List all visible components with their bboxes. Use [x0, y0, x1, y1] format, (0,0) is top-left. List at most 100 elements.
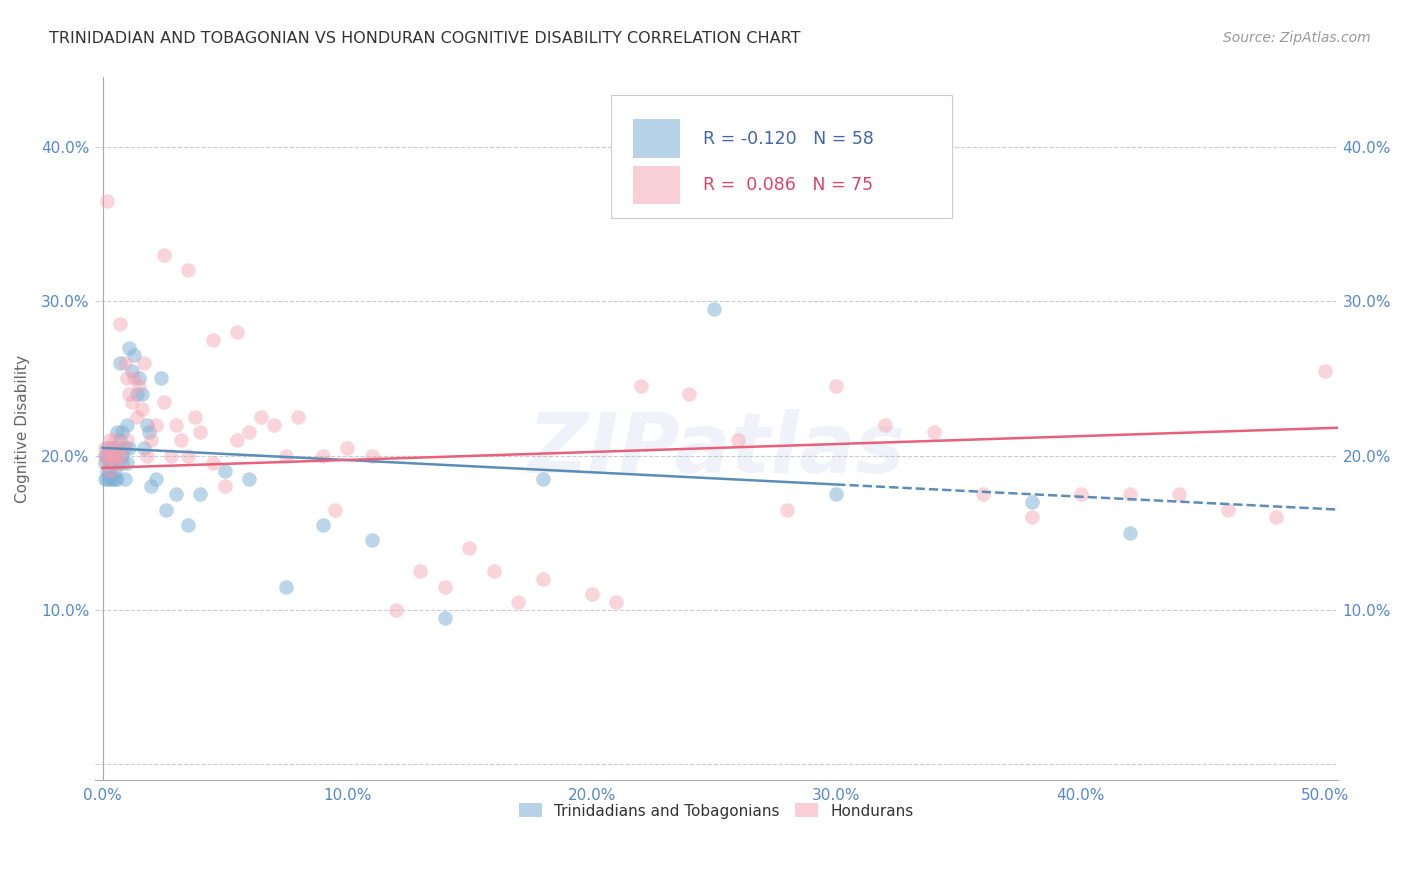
- Point: [165, 487, 187, 501]
- Point: [118, 441, 141, 455]
- Point: [360, 449, 382, 463]
- Point: [96, 194, 118, 208]
- Point: [125, 409, 148, 424]
- Point: [145, 417, 167, 432]
- Point: [1119, 525, 1142, 540]
- Text: R = -0.120   N = 58: R = -0.120 N = 58: [703, 129, 873, 147]
- Point: [433, 610, 456, 624]
- Point: [94, 449, 117, 463]
- Point: [94, 449, 117, 463]
- Point: [104, 449, 127, 463]
- Point: [226, 325, 249, 339]
- Point: [114, 356, 136, 370]
- Point: [114, 441, 136, 455]
- Point: [1216, 502, 1239, 516]
- Point: [96, 449, 118, 463]
- Point: [238, 472, 260, 486]
- Point: [105, 456, 128, 470]
- Point: [101, 441, 124, 455]
- Point: [825, 379, 848, 393]
- Point: [177, 449, 200, 463]
- Point: [875, 417, 897, 432]
- Point: [145, 472, 167, 486]
- Point: [96, 464, 118, 478]
- Point: [274, 449, 297, 463]
- Point: [152, 248, 174, 262]
- Point: [101, 441, 124, 455]
- Point: [141, 479, 163, 493]
- Point: [703, 301, 725, 316]
- Point: [1021, 495, 1043, 509]
- Point: [132, 441, 155, 455]
- Text: Source: ZipAtlas.com: Source: ZipAtlas.com: [1223, 31, 1371, 45]
- Legend: Trinidadians and Tobagonians, Hondurans: Trinidadians and Tobagonians, Hondurans: [513, 797, 920, 824]
- Point: [508, 595, 530, 609]
- Point: [104, 441, 127, 455]
- Text: R =  0.086   N = 75: R = 0.086 N = 75: [703, 176, 873, 194]
- Point: [160, 449, 183, 463]
- Point: [581, 587, 603, 601]
- Point: [678, 386, 700, 401]
- Point: [124, 371, 146, 385]
- Point: [108, 433, 131, 447]
- Point: [226, 433, 249, 447]
- Point: [128, 371, 150, 385]
- Point: [125, 386, 148, 401]
- Point: [922, 425, 945, 440]
- Point: [1265, 510, 1288, 524]
- Point: [98, 456, 121, 470]
- Point: [214, 464, 236, 478]
- Point: [114, 472, 136, 486]
- Point: [108, 449, 131, 463]
- Point: [115, 417, 138, 432]
- Point: [98, 472, 121, 486]
- Y-axis label: Cognitive Disability: Cognitive Disability: [15, 354, 30, 502]
- Point: [98, 433, 121, 447]
- Point: [201, 333, 224, 347]
- Point: [263, 417, 285, 432]
- Point: [111, 449, 134, 463]
- Point: [360, 533, 382, 548]
- Point: [274, 580, 297, 594]
- Point: [188, 425, 211, 440]
- Point: [238, 425, 260, 440]
- Point: [170, 433, 193, 447]
- Point: [105, 425, 128, 440]
- Point: [1021, 510, 1043, 524]
- Point: [776, 502, 799, 516]
- Point: [111, 441, 134, 455]
- Point: [108, 318, 131, 332]
- Point: [825, 487, 848, 501]
- Point: [104, 449, 127, 463]
- Point: [98, 449, 121, 463]
- Point: [98, 464, 121, 478]
- Point: [138, 425, 160, 440]
- Point: [118, 386, 141, 401]
- Point: [336, 441, 359, 455]
- Point: [111, 456, 134, 470]
- Point: [152, 394, 174, 409]
- Point: [141, 433, 163, 447]
- Point: [605, 595, 627, 609]
- Point: [118, 341, 141, 355]
- Point: [115, 433, 138, 447]
- Point: [111, 425, 134, 440]
- Point: [104, 464, 127, 478]
- Point: [104, 472, 127, 486]
- Point: [101, 472, 124, 486]
- Point: [433, 580, 456, 594]
- Point: [184, 409, 207, 424]
- Text: ZIPatlas: ZIPatlas: [527, 409, 905, 490]
- Point: [96, 472, 118, 486]
- Point: [1070, 487, 1092, 501]
- Point: [132, 356, 155, 370]
- Point: [135, 449, 157, 463]
- Point: [177, 518, 200, 533]
- Point: [94, 456, 117, 470]
- Point: [104, 433, 127, 447]
- Point: [155, 502, 177, 516]
- Point: [482, 564, 505, 578]
- Point: [105, 472, 128, 486]
- Point: [311, 518, 333, 533]
- Point: [101, 456, 124, 470]
